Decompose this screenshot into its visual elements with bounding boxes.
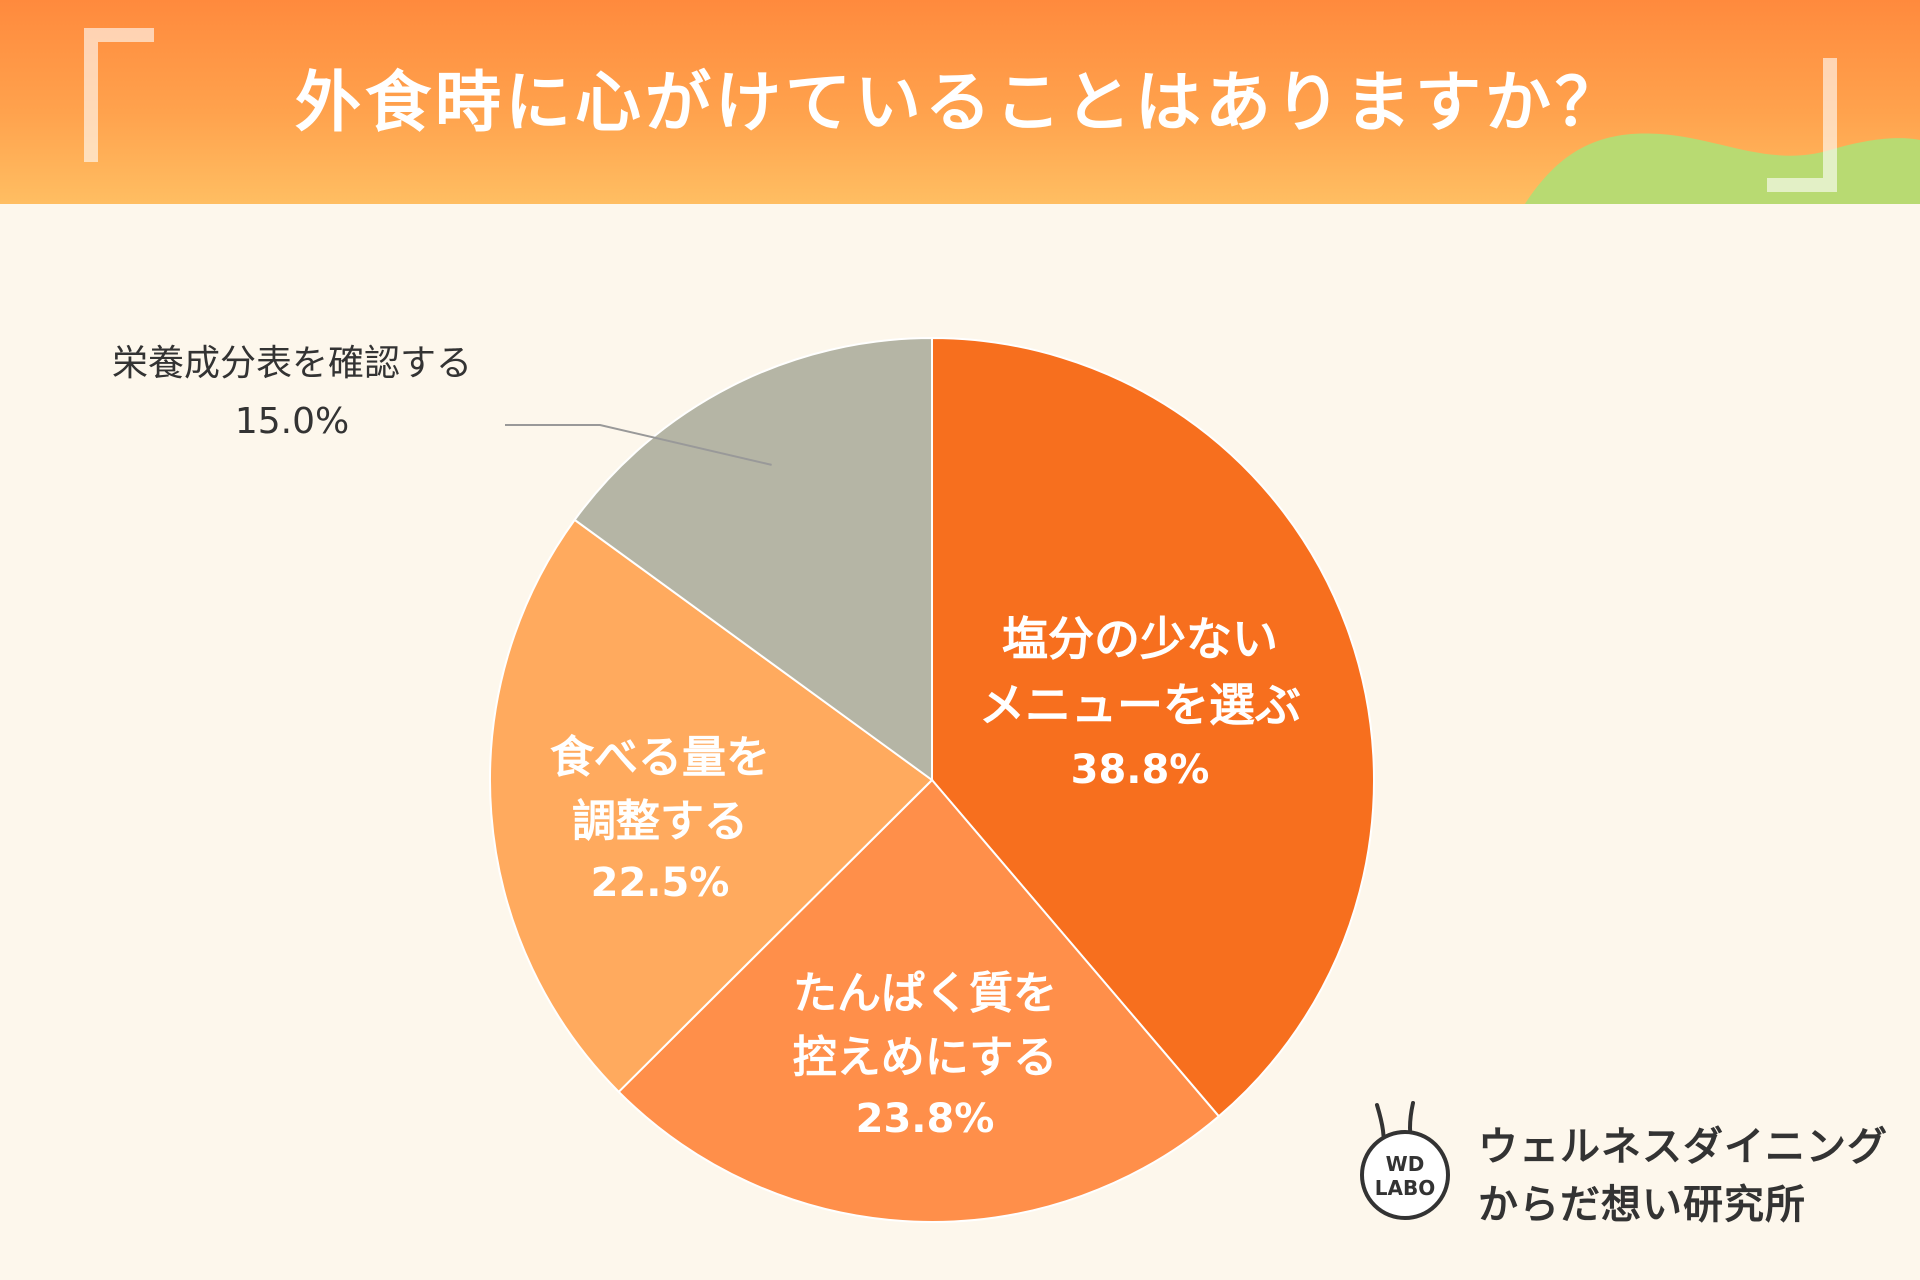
logo-name-line2: からだ想い研究所 — [1478, 1182, 1806, 1228]
slice-value-2: 23.8% — [856, 1096, 995, 1142]
slice-value-4: 15.0% — [235, 401, 349, 442]
logo-name-line1: ウェルネスダイニング — [1478, 1124, 1888, 1170]
logo-text: ウェルネスダイニング からだ想い研究所 — [1478, 1118, 1888, 1234]
pie-slice-3 — [489, 518, 934, 1094]
open-bracket-decoration — [84, 28, 154, 162]
slice-label-1-line-2: メニューを選ぶ — [979, 678, 1301, 732]
slice-label-3-line-2: 調整する — [572, 796, 748, 847]
slice-value-3: 22.5% — [591, 860, 730, 906]
pie-slice-2 — [617, 778, 1221, 1223]
logo-mark-line2: LABO — [1375, 1176, 1435, 1200]
slice-label-4-line-1: 栄養成分表を確認する — [112, 343, 472, 384]
wd-labo-logo: WD LABO — [1360, 1101, 1450, 1220]
logo-mark-line1: WD — [1386, 1152, 1425, 1176]
header-banner: 外食時に心がけていることはありますか？ — [0, 0, 1920, 204]
close-bracket-decoration — [1767, 58, 1837, 192]
slice-label-2-line-2: 控えめにする — [793, 1032, 1057, 1083]
slice-value-1: 38.8% — [1071, 747, 1210, 793]
leader-line — [505, 424, 772, 466]
page-title: 外食時に心がけていることはありますか？ — [295, 64, 1625, 141]
slice-label-1-line-1: 塩分の少ない — [1002, 612, 1278, 666]
slice-label-3-line-1: 食べる量を — [550, 732, 770, 783]
slice-label-4: 栄養成分表を確認する 15.0% — [112, 343, 472, 442]
pie-slice-1 — [931, 336, 1375, 1118]
slice-label-2-line-1: たんぱく質を — [793, 968, 1057, 1019]
pie-slice-4 — [573, 336, 933, 782]
